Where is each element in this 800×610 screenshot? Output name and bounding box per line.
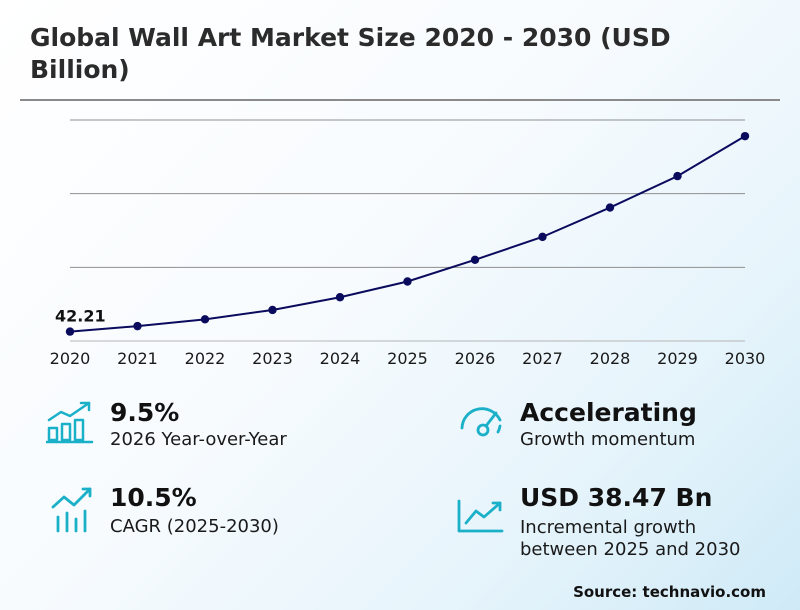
chart-title: Global Wall Art Market Size 2020 - 2030 …	[30, 23, 671, 84]
data-point	[335, 293, 345, 302]
title-divider	[20, 99, 780, 101]
stat-desc: CAGR (2025-2030)	[110, 516, 279, 537]
series-line	[69, 135, 746, 333]
chart-grid	[70, 119, 745, 342]
data-point	[740, 131, 750, 141]
stat-desc: 2026 Year-over-Year	[110, 429, 287, 450]
source-credit: Source: technavio.com	[573, 583, 766, 601]
x-tick-label: 2026	[455, 349, 496, 368]
data-point	[268, 305, 277, 315]
x-tick-label: 2021	[117, 349, 158, 368]
x-tick-label: 2030	[725, 349, 766, 368]
data-point	[470, 255, 480, 265]
data-point	[605, 203, 615, 212]
stat-desc: Growth momentum	[520, 429, 696, 450]
x-tick-label: 2028	[590, 349, 631, 368]
trend-up-bars-icon	[51, 487, 92, 533]
x-tick-label: 2020	[50, 349, 91, 368]
stat-value: 9.5%	[110, 398, 180, 427]
data-point	[403, 277, 412, 286]
data-point	[65, 327, 75, 336]
stat-desc-line-2: between 2025 and 2030	[520, 539, 741, 560]
data-point	[200, 315, 210, 324]
stat-value: 10.5%	[110, 483, 197, 512]
x-tick-label: 2023	[252, 349, 293, 368]
stat-desc-line-1: Incremental growth	[520, 517, 697, 538]
data-point	[673, 171, 682, 181]
x-tick-label: 2025	[387, 349, 428, 368]
bar-chart-growth-icon	[46, 401, 94, 444]
data-label: 42.21	[55, 307, 106, 326]
speedometer-icon	[460, 407, 502, 437]
chart-series	[65, 131, 750, 336]
data-point	[133, 321, 142, 331]
line-chart: 2020 2021 2022 2023 2024 2025 2026 2027 2028 2029…	[50, 119, 766, 368]
x-tick-label: 2022	[185, 349, 226, 368]
line-chart-up-icon	[457, 499, 504, 533]
stat-value: USD 38.47 Bn	[520, 483, 713, 512]
x-tick-label: 2024	[320, 349, 361, 368]
data-point	[538, 232, 547, 242]
stat-value: Accelerating	[520, 398, 697, 427]
x-tick-label: 2029	[657, 349, 698, 368]
chart-labels: 2020 2021 2022 2023 2024 2025 2026 2027 2028 2029…	[50, 307, 766, 368]
x-tick-label: 2027	[522, 349, 563, 368]
